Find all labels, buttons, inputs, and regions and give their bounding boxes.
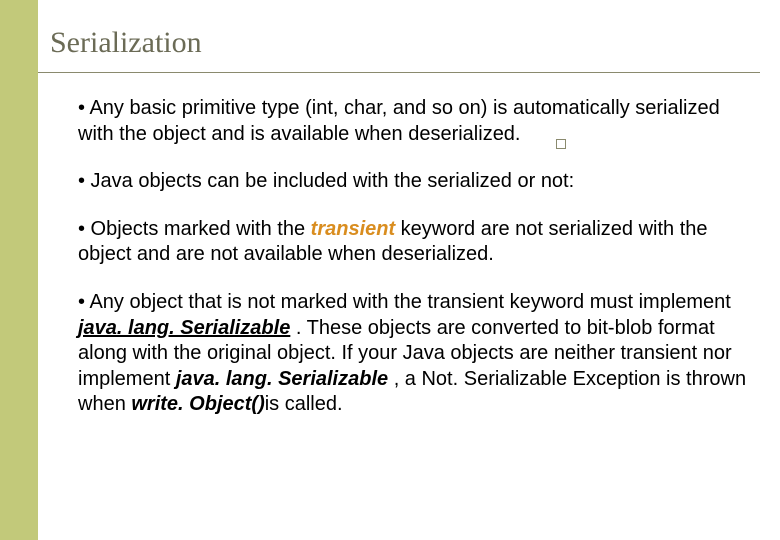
keyword-serializable: java. lang. Serializable	[78, 317, 290, 339]
paragraph-4: • Any object that is not marked with the…	[78, 290, 752, 418]
hollow-bullet-icon	[556, 139, 566, 149]
body-text: • Any basic primitive type (int, char, a…	[78, 97, 720, 145]
slide: Serialization • Any basic primitive type…	[0, 0, 780, 540]
paragraph-2: • Java objects can be included with the …	[78, 169, 752, 195]
body-text: • Java objects can be included with the …	[78, 170, 574, 192]
slide-body: • Any basic primitive type (int, char, a…	[78, 96, 752, 440]
paragraph-3: • Objects marked with the transient keyw…	[78, 217, 752, 268]
left-accent-bar	[0, 0, 38, 540]
title-underline	[38, 72, 760, 73]
body-text: is called.	[265, 393, 343, 415]
slide-title: Serialization	[50, 26, 202, 60]
keyword-serializable-plain: java. lang. Serializable	[176, 368, 388, 390]
paragraph-1: • Any basic primitive type (int, char, a…	[78, 96, 752, 147]
body-text: • Objects marked with the	[78, 218, 311, 240]
keyword-transient: transient	[311, 218, 395, 240]
keyword-writeobject: write. Object()	[131, 393, 264, 415]
body-text: • Any object that is not marked with the…	[78, 291, 731, 313]
